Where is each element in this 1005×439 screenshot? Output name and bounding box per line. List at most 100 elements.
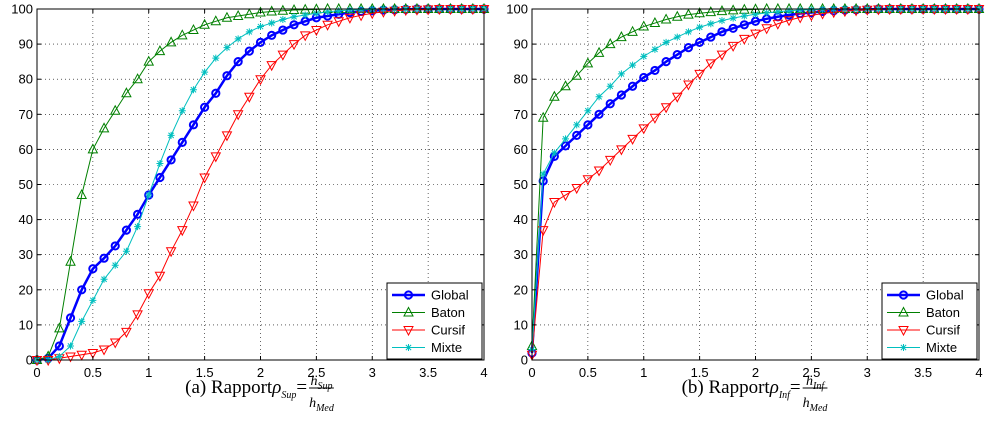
data-point-global	[200, 102, 210, 112]
data-point-mixte	[134, 223, 142, 231]
data-point-global	[650, 65, 660, 76]
data-point-cursif	[210, 152, 222, 163]
data-point-baton	[98, 122, 110, 133]
data-point-global	[639, 72, 649, 83]
data-point-mixte	[562, 135, 570, 143]
data-point-baton	[255, 6, 266, 17]
data-point-mixte	[774, 8, 782, 16]
legend-label: Baton	[431, 305, 465, 320]
data-point-cursif	[121, 327, 132, 338]
data-point-baton	[121, 87, 132, 98]
data-point-cursif	[593, 166, 605, 177]
data-point-mixte	[78, 317, 86, 325]
data-point-baton	[660, 13, 672, 24]
legend-marker-global	[898, 290, 909, 300]
legend-marker-cursif	[403, 326, 414, 337]
data-point-baton	[716, 5, 728, 16]
data-point-cursif	[143, 289, 155, 300]
legend-marker-mixte	[405, 344, 412, 351]
data-point-cursif	[243, 92, 255, 103]
data-point-global	[289, 20, 299, 30]
data-point-global	[672, 50, 682, 60]
caption-symbol-sub: Inf	[778, 390, 791, 401]
data-point-global	[728, 23, 738, 33]
data-point-mixte	[629, 61, 637, 69]
data-point-global	[222, 71, 232, 81]
data-point-global	[166, 155, 176, 165]
legend-label: Cursif	[926, 323, 960, 338]
y-tick-label: 100	[11, 2, 33, 17]
legend-marker-baton	[898, 306, 909, 317]
chart-panel-b: 0 0.5 1 1.5 2 2.5 3 3.5 40102030405060708090100G…	[506, 2, 985, 414]
data-point-cursif	[604, 155, 616, 166]
data-point-cursif	[616, 145, 627, 156]
y-tick-label: 10	[514, 317, 528, 332]
data-point-mixte	[550, 149, 558, 157]
data-point-cursif	[154, 271, 166, 282]
y-tick-label: 90	[19, 37, 33, 52]
data-point-cursif	[311, 26, 322, 37]
data-point-mixte	[752, 10, 759, 18]
data-point-mixte	[212, 54, 220, 62]
legend-entry-mixte: Mixte	[887, 340, 957, 355]
data-point-mixte	[223, 44, 231, 52]
legend-marker-baton	[403, 306, 414, 317]
data-point-mixte	[696, 23, 704, 31]
data-point-global	[605, 99, 615, 109]
data-point-mixte	[584, 107, 592, 115]
data-point-mixte	[640, 52, 648, 60]
data-point-baton	[604, 38, 616, 49]
data-point-cursif	[649, 113, 661, 124]
legend-marker-cursif	[898, 326, 909, 337]
legend: Global Baton Cursif Mixte	[386, 282, 483, 360]
x-tick-label: 2.5	[307, 365, 325, 380]
y-tick-label: 60	[514, 142, 528, 157]
data-point-global	[54, 341, 64, 351]
data-point-cursif	[199, 173, 210, 184]
data-point-global	[65, 313, 76, 323]
data-point-baton	[560, 80, 571, 91]
x-tick-label: 0	[33, 365, 40, 380]
x-tick-label: 2	[257, 365, 264, 380]
data-point-cursif	[783, 16, 795, 27]
x-tick-label: 3	[864, 365, 871, 380]
data-point-baton	[727, 4, 739, 15]
data-point-mixte	[312, 9, 320, 17]
y-tick-label: 50	[19, 177, 33, 192]
data-point-mixte	[324, 8, 332, 16]
data-point-global	[121, 225, 132, 235]
data-point-mixte	[201, 68, 209, 76]
data-point-cursif	[98, 345, 110, 356]
data-point-cursif	[571, 184, 583, 195]
data-point-baton	[671, 10, 683, 21]
data-point-global	[583, 120, 593, 130]
data-point-baton	[571, 69, 583, 80]
data-point-global	[155, 172, 165, 183]
data-point-mixte	[718, 17, 726, 25]
data-point-baton	[176, 29, 188, 40]
data-point-cursif	[671, 92, 683, 103]
data-point-baton	[537, 111, 549, 122]
data-point-baton	[277, 4, 289, 15]
data-point-mixte	[539, 170, 547, 178]
data-point-global	[572, 130, 582, 140]
data-point-cursif	[537, 226, 549, 237]
caption-denominator: h	[309, 396, 316, 411]
data-point-baton	[210, 15, 222, 26]
data-point-cursif	[549, 198, 560, 209]
data-point-cursif	[288, 40, 300, 51]
data-point-cursif	[627, 134, 638, 145]
data-point-baton	[154, 45, 166, 56]
data-point-global	[77, 285, 87, 295]
data-point-global	[739, 20, 749, 30]
caption-numerator: h	[806, 374, 813, 389]
caption-prefix: (b) Rapport	[682, 377, 771, 398]
data-point-baton	[649, 16, 661, 28]
data-point-baton	[694, 7, 705, 18]
data-point-baton	[705, 6, 717, 17]
data-point-mixte	[257, 23, 264, 31]
caption-numerator-sub: Sup	[317, 381, 332, 392]
data-point-global	[255, 37, 266, 47]
